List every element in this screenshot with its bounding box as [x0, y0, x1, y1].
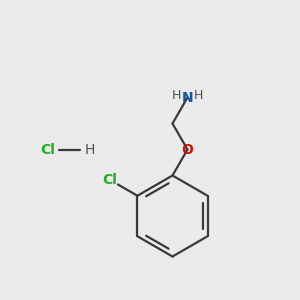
Text: Cl: Cl [40, 143, 56, 157]
Text: H: H [194, 89, 204, 102]
Text: O: O [182, 142, 194, 157]
Text: N: N [182, 91, 193, 105]
Text: H: H [85, 143, 95, 157]
Text: H: H [171, 89, 181, 102]
Text: Cl: Cl [102, 173, 117, 187]
